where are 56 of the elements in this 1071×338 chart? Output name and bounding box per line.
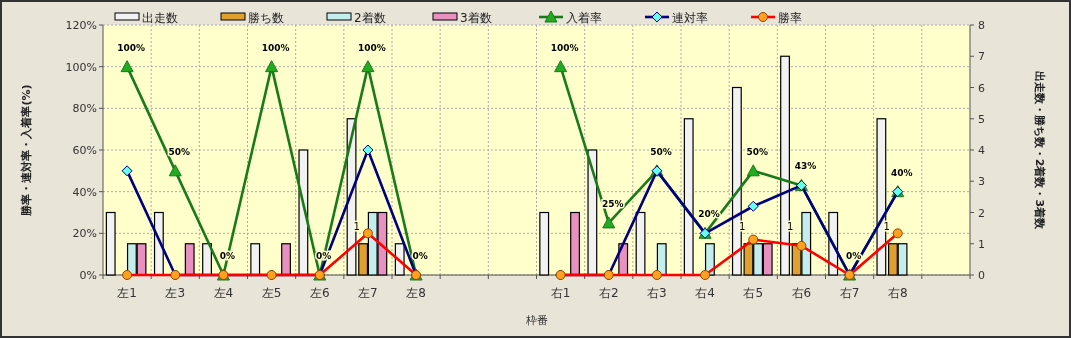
data-label: 50% (168, 146, 191, 157)
x-tick-label: 左6 (309, 286, 330, 300)
data-label: 40% (890, 167, 913, 178)
data-label: 50% (746, 146, 769, 157)
y-tick-label: 0% (79, 269, 97, 282)
x-tick-label: 右7 (839, 286, 860, 300)
y-tick-label: 80% (72, 102, 97, 116)
legend-label: 3着数 (460, 11, 492, 25)
data-label: 43% (794, 161, 817, 172)
y-tick-label: 120% (65, 19, 97, 32)
y2-tick-label: 4 (978, 144, 985, 157)
y-tick-label: 40% (72, 185, 97, 199)
data-label: 50% (650, 146, 672, 157)
data-label: 100% (117, 42, 145, 53)
y2-tick-label: 2 (978, 206, 985, 220)
x-tick-label: 右1 (550, 286, 571, 300)
legend-label: 連対率 (672, 11, 708, 25)
x-tick-label: 右5 (743, 286, 764, 300)
y-tick-label: 60% (72, 144, 97, 157)
x-axis-title: 枠番 (524, 314, 548, 327)
legend-label: 出走数 (142, 11, 178, 25)
data-label: 0% (412, 251, 428, 261)
y2-tick-label: 6 (978, 81, 985, 95)
data-label: 1 (883, 220, 890, 232)
legend-label: 勝率 (778, 11, 802, 25)
y2-tick-label: 5 (978, 112, 985, 126)
y2-tick-label: 3 (978, 175, 985, 189)
legend-label: 入着率 (566, 11, 602, 25)
x-tick-label: 左5 (261, 286, 282, 300)
data-label: 1 (353, 220, 360, 232)
x-tick-label: 右8 (887, 286, 908, 300)
legend-label: 勝ち数 (248, 11, 284, 25)
x-tick-label: 右6 (791, 286, 812, 300)
x-tick-label: 右2 (598, 286, 619, 300)
x-tick-label: 右3 (647, 286, 667, 300)
data-label: 1 (787, 220, 794, 232)
y2-tick-label: 8 (978, 19, 985, 32)
data-label: 100% (358, 42, 386, 53)
y2-tick-label: 7 (978, 50, 985, 64)
y-tick-label: 20% (72, 227, 97, 241)
y2-tick-label: 1 (978, 237, 985, 251)
x-tick-label: 左1 (117, 286, 137, 300)
data-label: 1 (738, 220, 746, 232)
y2-axis-title: 出走数・勝ち数・2着数・3着数 (1033, 70, 1046, 231)
x-tick-label: 左3 (165, 286, 186, 300)
x-tick-label: 左8 (406, 286, 426, 300)
data-label: 100% (550, 42, 579, 53)
data-label: 100% (261, 42, 290, 53)
y-axis-title: 勝率・連対率・入着率(%) (20, 84, 33, 217)
data-label: 20% (698, 209, 720, 220)
x-tick-label: 右4 (695, 286, 715, 300)
y2-tick-label: 0 (978, 269, 985, 282)
y-tick-label: 100% (65, 60, 97, 74)
legend-label: 2着数 (354, 11, 386, 25)
x-tick-label: 左4 (213, 286, 234, 300)
x-tick-label: 左7 (358, 286, 378, 300)
